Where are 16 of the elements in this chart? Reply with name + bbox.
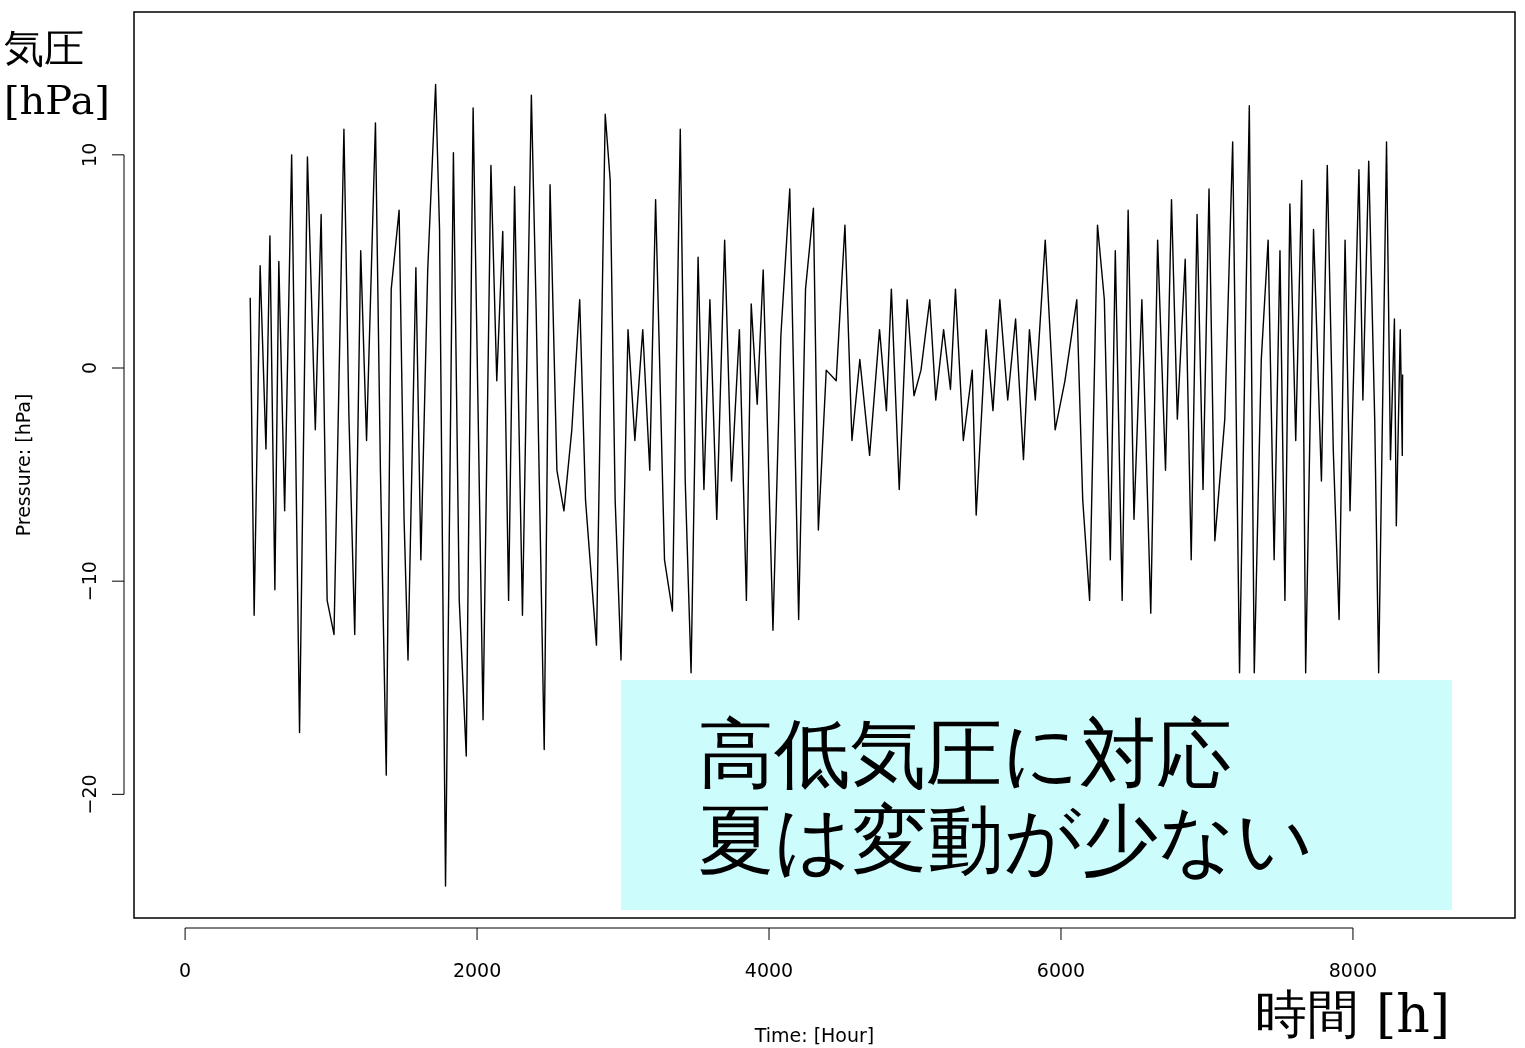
- x-tick-label: 8000: [1328, 959, 1378, 981]
- x-tick-label: 6000: [1036, 959, 1086, 981]
- x-axis-title: Time: [Hour]: [753, 1024, 875, 1046]
- x-tick-label: 0: [179, 959, 192, 981]
- y-tick-label: −10: [78, 561, 100, 602]
- annotation: 時間 [h]: [1255, 984, 1450, 1044]
- x-tick-label: 4000: [744, 959, 794, 981]
- y-tick-label: −20: [78, 774, 100, 815]
- annotation: 高低気圧に対応 夏は変動が少ない: [621, 680, 1452, 910]
- y-tick-label: 10: [78, 142, 100, 167]
- annotation: 気圧 [hPa]: [4, 25, 110, 123]
- x-tick-label: 2000: [452, 959, 502, 981]
- y-tick-label: 0: [78, 361, 100, 375]
- y-axis-title: Pressure: [hPa]: [12, 393, 34, 537]
- annotation: 高低気圧に対応: [698, 709, 1232, 798]
- annotation: 夏は変動が少ない: [698, 795, 1314, 884]
